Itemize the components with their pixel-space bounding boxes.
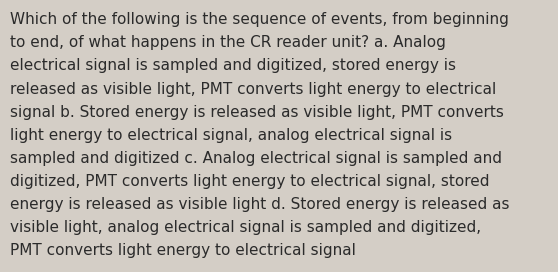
Text: energy is released as visible light d. Stored energy is released as: energy is released as visible light d. S… bbox=[10, 197, 509, 212]
Text: to end, of what happens in the CR reader unit? a. Analog: to end, of what happens in the CR reader… bbox=[10, 35, 446, 50]
Text: PMT converts light energy to electrical signal: PMT converts light energy to electrical … bbox=[10, 243, 356, 258]
Text: digitized, PMT converts light energy to electrical signal, stored: digitized, PMT converts light energy to … bbox=[10, 174, 489, 189]
Text: light energy to electrical signal, analog electrical signal is: light energy to electrical signal, analo… bbox=[10, 128, 452, 143]
Text: released as visible light, PMT converts light energy to electrical: released as visible light, PMT converts … bbox=[10, 82, 496, 97]
Text: sampled and digitized c. Analog electrical signal is sampled and: sampled and digitized c. Analog electric… bbox=[10, 151, 502, 166]
Text: Which of the following is the sequence of events, from beginning: Which of the following is the sequence o… bbox=[10, 12, 509, 27]
Text: visible light, analog electrical signal is sampled and digitized,: visible light, analog electrical signal … bbox=[10, 220, 481, 235]
Text: signal b. Stored energy is released as visible light, PMT converts: signal b. Stored energy is released as v… bbox=[10, 105, 504, 120]
Text: electrical signal is sampled and digitized, stored energy is: electrical signal is sampled and digitiz… bbox=[10, 58, 456, 73]
